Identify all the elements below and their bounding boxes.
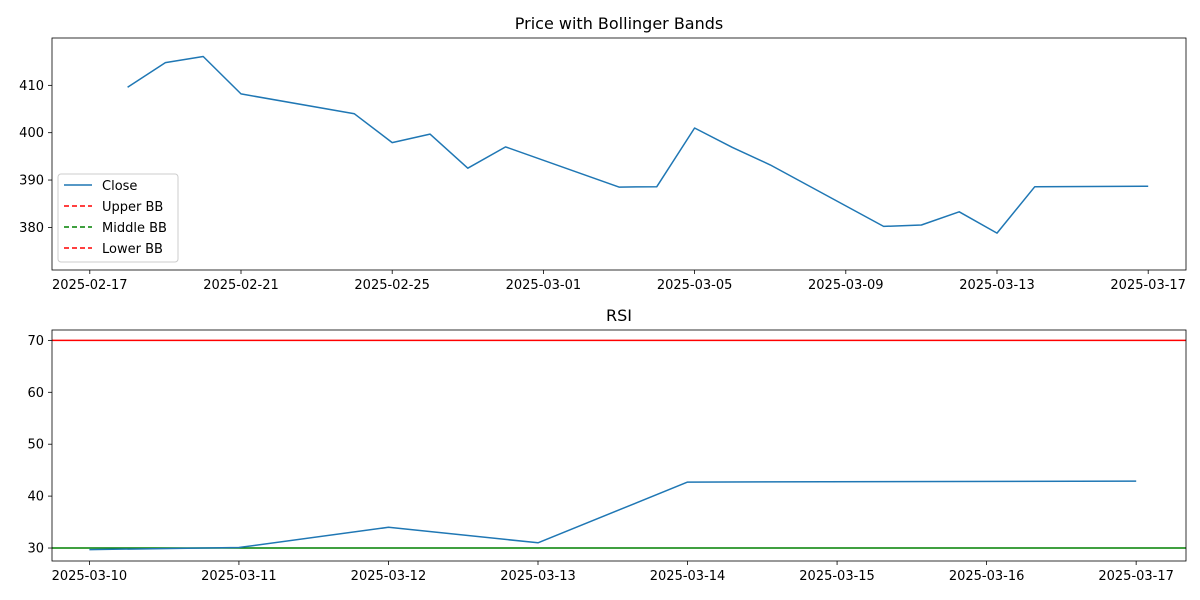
data-point [504,145,507,148]
x-tick-label: 2025-03-16 [949,569,1025,584]
legend-label: Upper BB [102,200,163,215]
x-tick-label: 2025-02-21 [203,278,279,293]
x-tick-label: 2025-02-25 [354,278,430,293]
data-point [387,526,390,529]
data-point [920,224,923,227]
data-point [353,112,356,115]
plot-area [51,37,1187,271]
legend-label: Close [102,179,137,194]
data-point [164,61,167,64]
data-point [237,546,240,549]
data-point [731,146,734,149]
legend-box [57,173,179,263]
data-point [537,541,540,544]
x-tick-label: 2025-03-14 [650,569,726,584]
x-tick-label: 2025-03-13 [500,569,576,584]
data-point [693,126,696,129]
x-tick-label: 2025-03-12 [351,569,427,584]
data-point [88,548,91,551]
x-tick-label: 2025-03-15 [799,569,875,584]
legend-label: Middle BB [102,221,167,236]
y-tick-label: 40 [27,490,44,505]
chart-title: Price with Bollinger Bands [515,14,723,33]
plot-area [51,329,1187,562]
y-tick-label: 50 [27,438,44,453]
data-point [1033,185,1036,188]
series-line-close [127,55,1149,234]
data-point [202,55,205,58]
legend: Close Upper BB Middle BB Lower BB [57,173,179,263]
data-point [429,133,432,136]
y-tick-label: 70 [27,334,44,349]
data-point [655,185,658,188]
data-point [958,210,961,213]
y-tick-label: 60 [27,386,44,401]
data-point [882,225,885,228]
data-point [126,86,129,89]
data-point [618,186,621,189]
x-tick-label: 2025-03-10 [52,569,128,584]
chart-panel-1: Price with Bollinger Bands 2025-02-17 2025… [19,14,1187,293]
x-tick-label: 2025-03-05 [657,278,733,293]
x-tick-label: 2025-03-01 [506,278,582,293]
x-tick-label: 2025-03-09 [808,278,884,293]
y-tick-label: 390 [19,174,44,189]
data-point [240,92,243,95]
data-point [1135,480,1138,483]
y-tick-label: 410 [19,79,44,94]
y-tick-label: 30 [27,542,44,557]
y-tick-label: 400 [19,126,44,141]
data-point [1147,185,1150,188]
data-point [466,167,469,170]
data-point [769,163,772,166]
x-tick-label: 2025-03-17 [1098,569,1174,584]
x-tick-label: 2025-03-11 [201,569,277,584]
chart-title: RSI [606,306,632,325]
series-line-rsi [89,480,1137,551]
data-point [686,481,689,484]
data-point [391,141,394,144]
x-tick-label: 2025-03-13 [959,278,1035,293]
data-point [996,232,999,235]
x-tick-label: 2025-02-17 [52,278,128,293]
y-tick-label: 380 [19,221,44,236]
x-tick-label: 2025-03-17 [1110,278,1186,293]
legend-label: Lower BB [102,242,163,257]
chart-panel-2: RSI 2025-03-10 2025-03-11 2025-03-12 2025-03… [27,306,1187,584]
